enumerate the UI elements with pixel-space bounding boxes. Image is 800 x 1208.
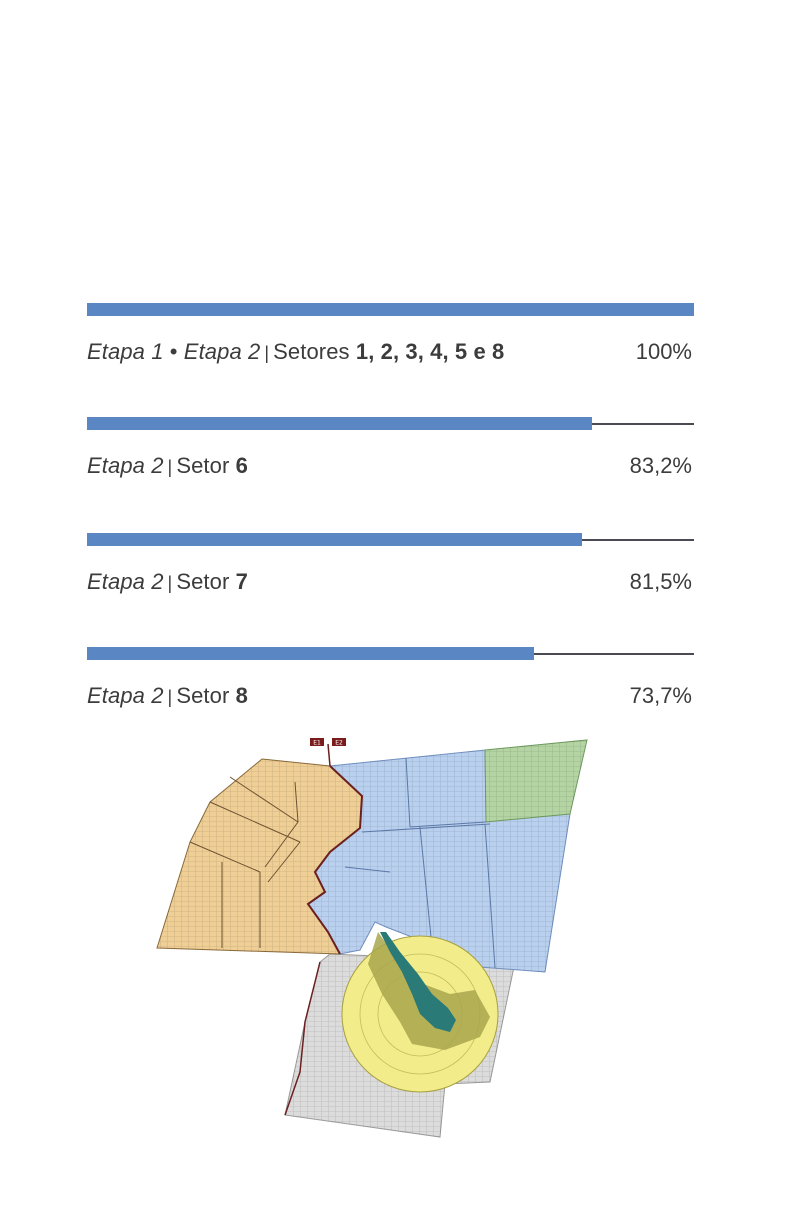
svg-text:E1: E1 (313, 740, 321, 747)
progress-percent: 73,7% (629, 683, 692, 708)
entrance-marker-e1: E1 (310, 738, 324, 747)
map-lake (380, 932, 456, 1032)
progress-percent: 100% (635, 339, 692, 364)
entrance-marker-e2: E2 (332, 738, 346, 747)
progress-label: Etapa 1 • Etapa 2 | Setores 1, 2, 3, 4, 5 … (87, 339, 505, 364)
progress-fill (87, 417, 593, 430)
progress-percent: 81,5% (629, 569, 692, 594)
progress-label: Etapa 2 | Setor 6 (87, 453, 248, 478)
progress-label: Etapa 2 | Setor 8 (87, 683, 248, 708)
progress-fill (87, 303, 694, 316)
progress-label: Etapa 2 | Setor 7 (87, 569, 248, 594)
site-map: E1 E2 (156, 738, 588, 1138)
map-boundary (306, 765, 364, 955)
progress-fill (87, 647, 535, 660)
svg-text:E2: E2 (335, 740, 343, 747)
progress-row-1: Etapa 1 • Etapa 2 | Setores 1, 2, 3, 4, 5 … (87, 303, 694, 373)
progress-percent: 83,2% (629, 453, 692, 478)
progress-row-4: Etapa 2 | Setor 8 73,7% (87, 647, 694, 717)
progress-fill (87, 533, 582, 546)
progress-row-2: Etapa 2 | Setor 6 83,2% (87, 417, 694, 487)
progress-row-3: Etapa 2 | Setor 7 81,5% (87, 533, 694, 603)
